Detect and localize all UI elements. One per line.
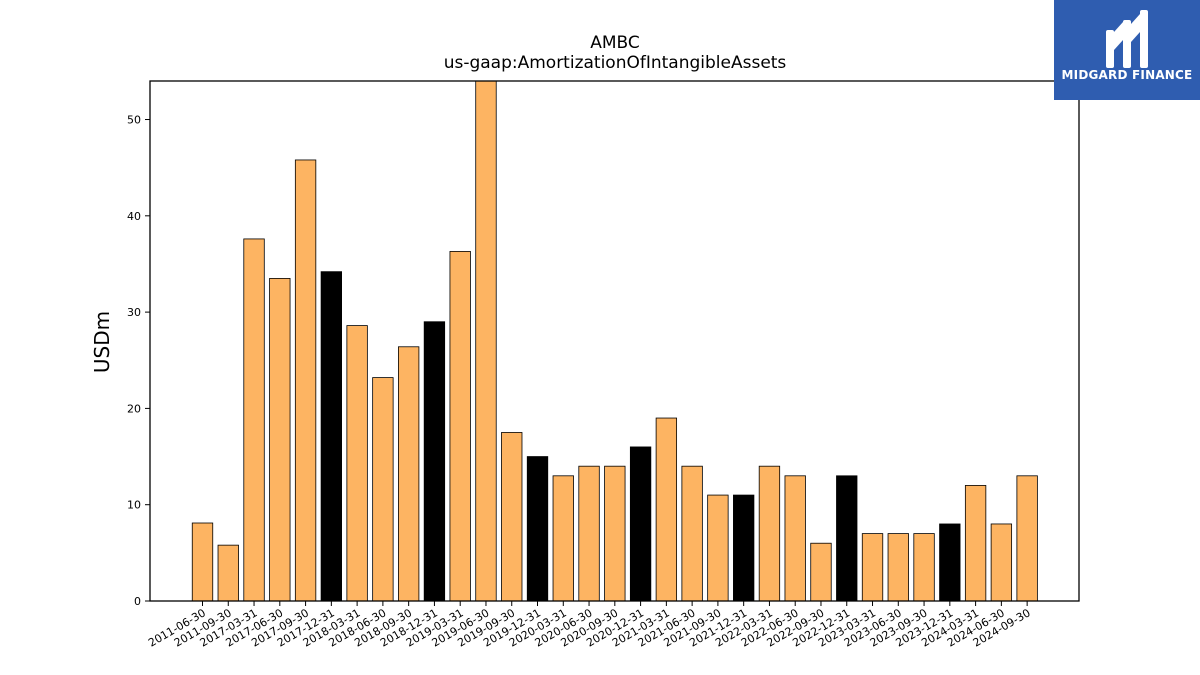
midgard-m-icon [1106,10,1148,68]
bar-2018-12-31 [423,321,446,602]
bar-2024-03-31 [964,485,987,602]
bar-2020-12-31 [629,446,652,602]
bar-2018-09-30 [398,346,420,602]
bar-2021-12-31 [733,494,755,602]
chart-title: AMBC [590,33,640,53]
bar-2020-09-30 [604,465,626,602]
bar-2017-09-30 [294,159,317,602]
brand-name: MIDGARD FINANCE [1061,68,1193,82]
bar-2020-06-30 [578,465,600,602]
bar-2011-06-30 [191,522,214,602]
brand-logo: MIDGARD FINANCE [1054,0,1200,100]
bar-2021-06-30 [681,465,703,602]
y-axis-label: USDm [90,311,114,373]
bar-2019-09-30 [501,432,523,602]
bar-2022-12-31 [836,475,858,602]
y-tick-label: 50 [127,114,141,127]
y-tick-label: 10 [127,499,141,512]
bar-2023-03-31 [861,533,884,602]
y-tick-label: 40 [127,210,141,223]
bar-2021-03-31 [655,417,678,602]
bar-2022-06-30 [784,475,806,602]
bar-2018-06-30 [372,377,394,602]
bar-2011-09-30 [217,544,239,602]
bar-2020-03-31 [552,475,574,602]
x-axis-ticks: 2011-06-302011-09-302017-03-312017-06-30… [146,601,1033,650]
bar-2023-06-30 [887,533,909,602]
bar-2017-06-30 [269,278,291,602]
y-tick-label: 20 [127,402,141,415]
chart-subtitle: us-gaap:AmortizationOfIntangibleAssets [444,53,787,73]
bar-2018-03-31 [346,325,368,602]
bar-2024-09-30 [1016,475,1038,602]
bar-2017-12-31 [320,271,343,602]
y-tick-label: 30 [127,306,141,319]
bar-2017-03-31 [243,238,265,602]
bar-2021-09-30 [707,494,729,602]
bar-2019-12-31 [526,456,549,602]
bar-2024-06-30 [990,523,1013,602]
bar-2023-12-31 [939,523,961,602]
bar-2022-09-30 [810,542,832,602]
y-axis-ticks: 0 10 20 30 40 50 [127,114,150,608]
y-tick-label: 0 [134,595,141,608]
bar-2022-03-31 [758,465,781,602]
bar-2019-03-31 [449,251,471,602]
bar-2023-09-30 [913,533,935,602]
bar-2019-06-30 [475,80,497,602]
bars-group [191,80,1038,602]
plot-frame [149,80,1080,602]
